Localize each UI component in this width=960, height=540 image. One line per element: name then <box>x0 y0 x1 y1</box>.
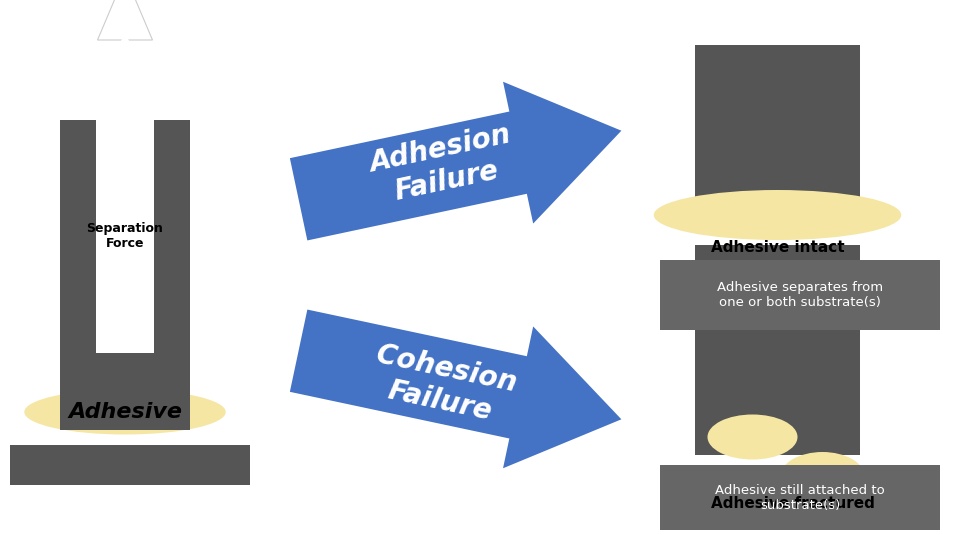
Bar <box>10 445 250 485</box>
Bar <box>695 245 860 455</box>
Text: Adhesive separates from
one or both substrate(s): Adhesive separates from one or both subs… <box>717 281 883 309</box>
Polygon shape <box>290 82 621 240</box>
Text: Adhesive: Adhesive <box>68 402 182 422</box>
Text: Separation
Force: Separation Force <box>86 222 163 250</box>
Bar <box>695 45 860 230</box>
Ellipse shape <box>24 389 226 435</box>
Text: Adhesive fractured: Adhesive fractured <box>710 496 875 510</box>
Polygon shape <box>98 0 153 40</box>
Ellipse shape <box>708 415 798 460</box>
Bar <box>660 465 940 530</box>
Text: Cohesion
Failure: Cohesion Failure <box>368 341 519 429</box>
Text: Adhesion
Failure: Adhesion Failure <box>367 120 520 210</box>
Text: Adhesive intact: Adhesive intact <box>710 240 844 255</box>
Bar <box>105 35 146 125</box>
Bar <box>60 120 190 430</box>
Ellipse shape <box>780 452 865 502</box>
Bar <box>660 260 940 330</box>
Text: Adhesive still attached to
substrate(s): Adhesive still attached to substrate(s) <box>715 484 885 512</box>
Bar <box>96 120 155 353</box>
Ellipse shape <box>654 190 901 240</box>
Polygon shape <box>290 309 621 468</box>
